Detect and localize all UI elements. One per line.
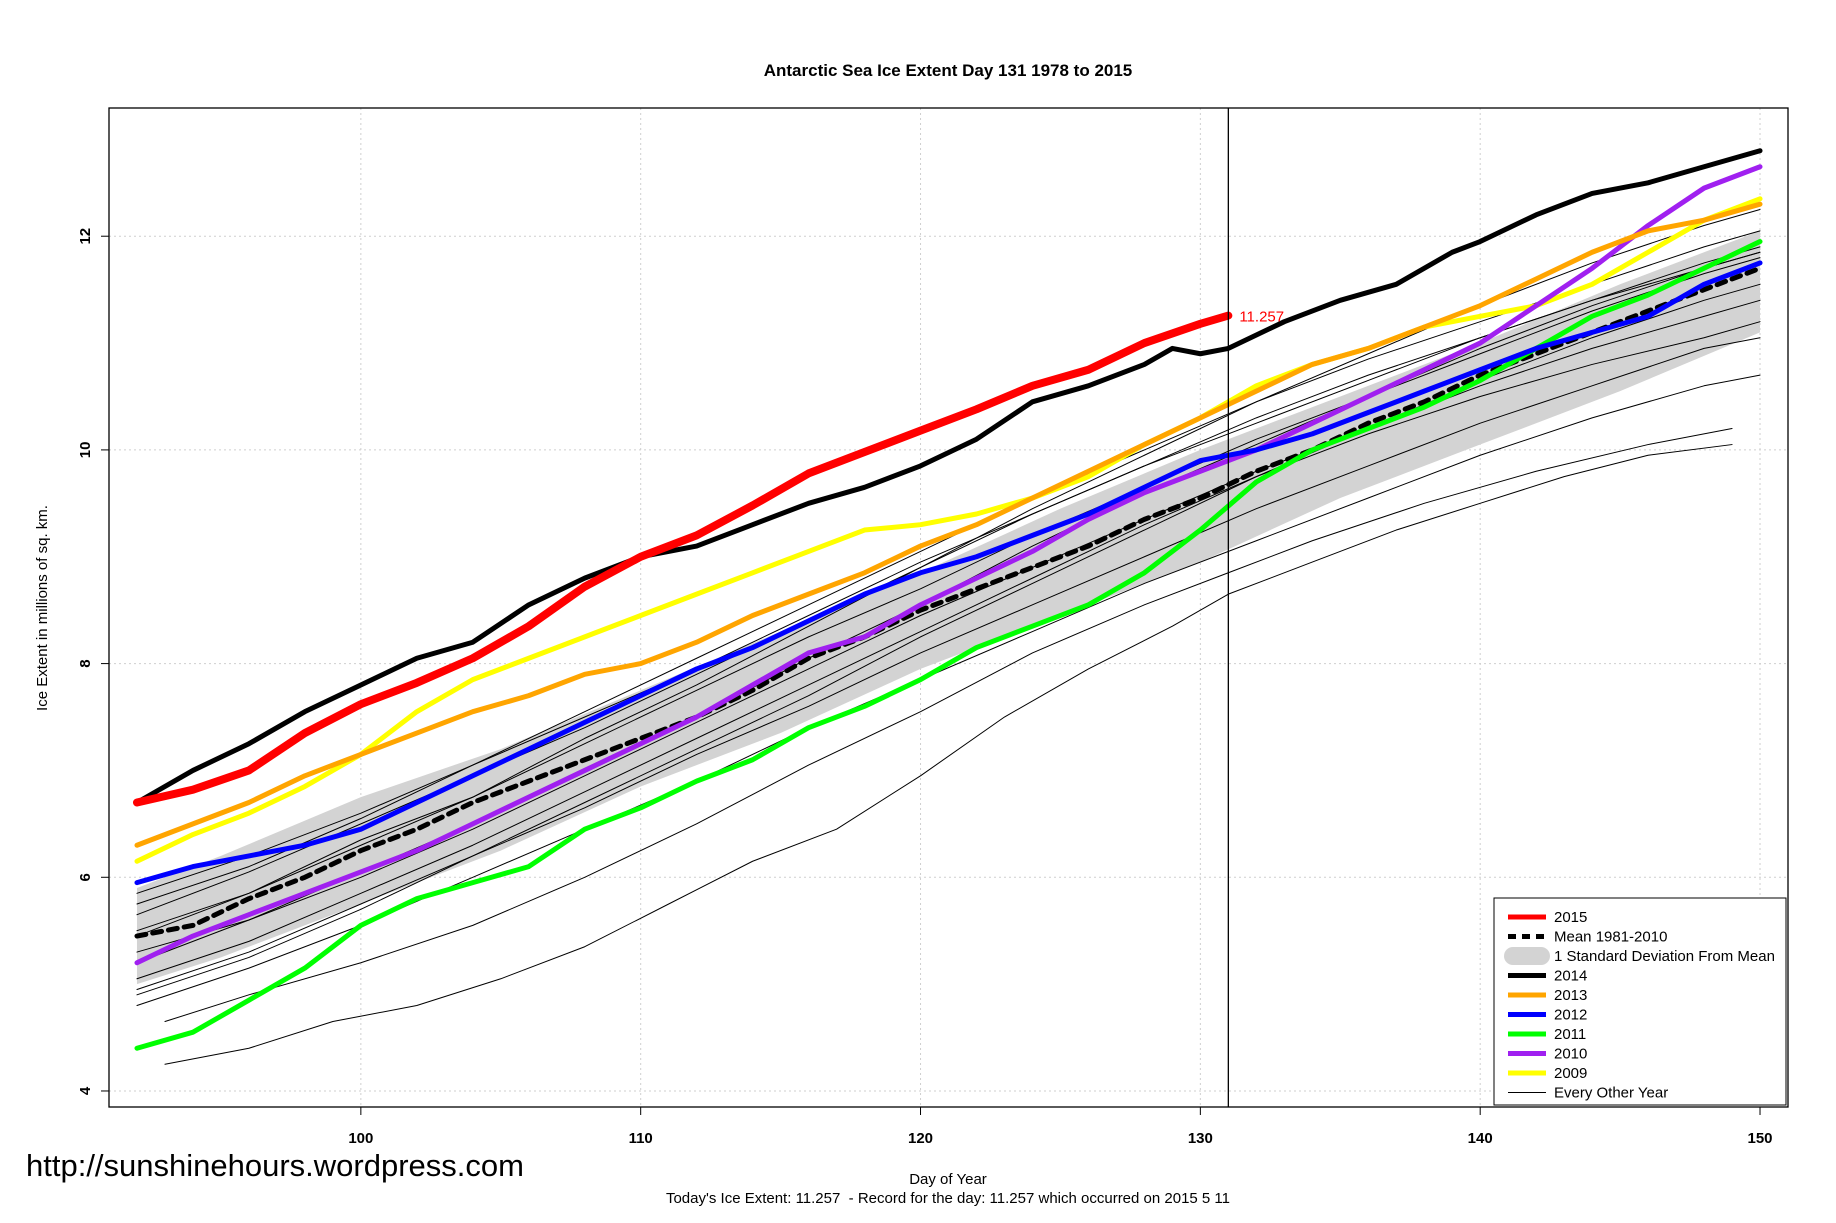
x-tick-label-130: 130 [1188, 1130, 1213, 1147]
series-line-mean-1981-2010-13 [134, 265, 1763, 939]
x-tick-label-100: 100 [348, 1130, 373, 1147]
series-line-2010-15 [134, 164, 1763, 966]
series-line-2009-14 [134, 196, 1763, 864]
legend-label-4: 2013 [1554, 987, 1587, 1004]
chart-title: Antarctic Sea Ice Extent Day 131 1978 to… [764, 61, 1133, 80]
series-line-2014-19 [134, 148, 1763, 805]
y-axis: 4 6 8 10 12 [77, 228, 109, 1095]
x-tick-label-110: 110 [629, 1130, 653, 1147]
x-axis: 100 110 120 130 140 150 [348, 1107, 1773, 1147]
series-line-2013-18 [134, 201, 1763, 848]
x-axis-label: Day of Year [909, 1171, 987, 1188]
series-line-every-other-year-12 [164, 444, 1733, 1065]
current-value-label: 11.257 [1239, 309, 1284, 326]
series-line-every-other-year-9 [136, 257, 1761, 937]
y-tick-label-4: 4 [77, 1086, 94, 1095]
y-tick-label-6: 6 [77, 873, 94, 881]
legend-label-2: 1 Standard Deviation From Mean [1554, 948, 1775, 965]
series-line-2015-20 [132, 311, 1233, 807]
y-tick-label-12: 12 [77, 228, 94, 245]
legend-label-5: 2012 [1554, 1007, 1587, 1024]
x-tick-label-140: 140 [1468, 1130, 1493, 1147]
y-tick-label-8: 8 [77, 659, 94, 667]
footnote: Today's Ice Extent: 11.257 - Record for … [666, 1190, 1230, 1207]
series-line-every-other-year-6 [136, 321, 1761, 980]
legend-label-0: 2015 [1554, 909, 1587, 926]
series-line-every-other-year-11 [164, 428, 1733, 1023]
legend-label-9: Every Other Year [1554, 1085, 1668, 1102]
series-line-2012-17 [134, 260, 1763, 886]
series-line-2011-16 [134, 239, 1763, 1051]
watermark-url: http://sunshinehours.wordpress.com [26, 1148, 524, 1183]
y-axis-label: Ice Extent in millions of sq. km. [34, 505, 51, 711]
series-line-every-other-year-8 [136, 337, 1761, 996]
legend-label-8: 2009 [1554, 1065, 1587, 1082]
legend-label-6: 2011 [1554, 1026, 1586, 1043]
y-tick-label-10: 10 [77, 442, 94, 459]
legend-label-7: 2010 [1554, 1046, 1587, 1063]
legend-swatch-2 [1504, 947, 1550, 965]
series-line-every-other-year-3 [136, 283, 1761, 990]
legend: 2015 Mean 1981-2010 1 Standard Deviation F… [1493, 897, 1787, 1106]
series-line-every-other-year-7 [136, 251, 1761, 905]
plot-frame [108, 107, 1789, 1108]
x-tick-label-120: 120 [908, 1130, 933, 1147]
legend-label-1: Mean 1981-2010 [1554, 929, 1667, 946]
series-lines [132, 148, 1763, 1065]
x-tick-label-150: 150 [1748, 1130, 1773, 1147]
legend-label-3: 2014 [1554, 968, 1587, 985]
std-deviation-band [136, 230, 1761, 985]
std-band-area [136, 230, 1761, 985]
